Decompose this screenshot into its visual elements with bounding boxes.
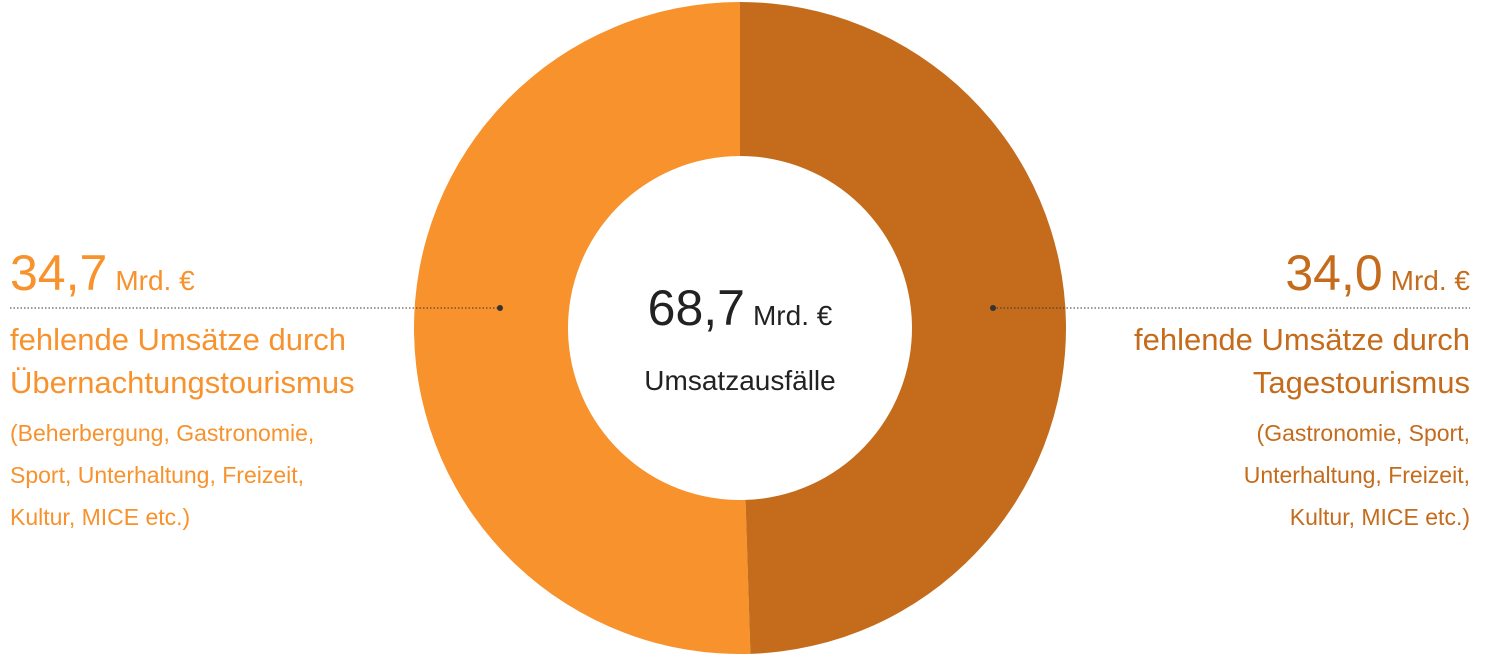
category-detail: Kultur, MICE etc.)	[10, 504, 190, 530]
category-detail: Unterhaltung, Freizeit,	[1244, 462, 1470, 488]
category-detail: (Gastronomie, Sport,	[1257, 420, 1470, 446]
category-label: Tagestourismus	[1253, 365, 1470, 400]
category-label: Übernachtungstourismus	[10, 365, 355, 400]
value-unit: Mrd. €	[1391, 265, 1471, 296]
total-value: 68,7	[648, 280, 745, 336]
value-unit: Mrd. €	[115, 265, 195, 296]
category-label: fehlende Umsätze durch	[10, 322, 346, 357]
category-detail: (Beherbergung, Gastronomie,	[10, 420, 314, 446]
donut-slice	[740, 2, 1066, 654]
donut-slice	[413, 2, 751, 655]
total-unit: Mrd. €	[753, 300, 833, 331]
value-number: 34,7	[10, 245, 107, 301]
value-label: 34,7 Mrd. €	[10, 245, 195, 301]
category-label: fehlende Umsätze durch	[1134, 322, 1470, 357]
value-number: 34,0	[1285, 245, 1382, 301]
center-caption: Umsatzausfälle	[644, 365, 835, 396]
center-total: 68,7 Mrd. €	[648, 280, 833, 336]
value-label: 34,0 Mrd. €	[1285, 245, 1470, 301]
leader-dot	[990, 305, 996, 311]
category-detail: Sport, Unterhaltung, Freizeit,	[10, 462, 304, 488]
leader-dot	[497, 305, 503, 311]
category-detail: Kultur, MICE etc.)	[1290, 504, 1470, 530]
